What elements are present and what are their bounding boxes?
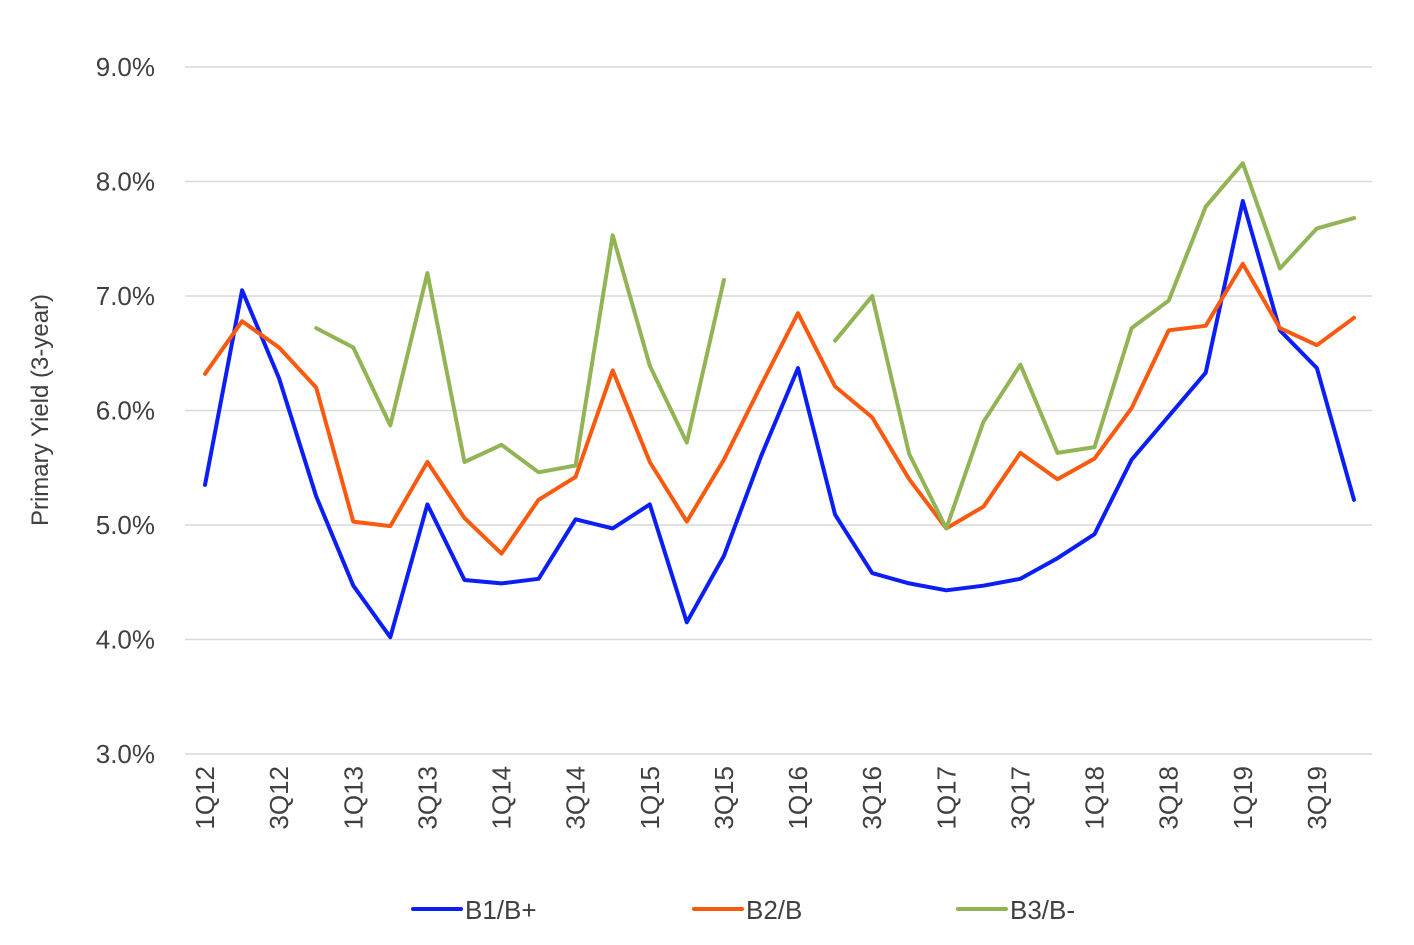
series-b3-b- bbox=[314, 161, 1356, 531]
x-tick-label: 3Q16 bbox=[857, 766, 887, 830]
legend-label: B3/B- bbox=[1010, 895, 1075, 925]
x-tick-label: 1Q12 bbox=[190, 766, 220, 830]
x-tick-label: 3Q17 bbox=[1005, 766, 1035, 830]
x-tick-label: 3Q13 bbox=[412, 766, 442, 830]
y-tick-label: 5.0% bbox=[96, 510, 155, 540]
x-tick-label: 1Q13 bbox=[338, 766, 368, 830]
x-tick-label: 1Q19 bbox=[1228, 766, 1258, 830]
x-axis-ticks: 1Q12 3Q12 1Q13 3Q13 1Q14 3Q14 1Q15 3Q15 1Q16 3Q16… bbox=[190, 766, 1332, 830]
legend-item: B2/B bbox=[692, 895, 802, 925]
series-lines bbox=[203, 161, 1356, 640]
x-tick-label: 1Q17 bbox=[931, 766, 961, 830]
x-tick-label: 1Q14 bbox=[487, 766, 517, 830]
y-tick-label: 7.0% bbox=[96, 281, 155, 311]
y-axis-ticks: 3.0% 4.0% 5.0% 6.0% 7.0% 8.0% 9.0% bbox=[96, 52, 155, 769]
x-tick-label: 1Q18 bbox=[1080, 766, 1110, 830]
y-tick-label: 9.0% bbox=[96, 52, 155, 82]
x-tick-label: 3Q15 bbox=[709, 766, 739, 830]
x-tick-label: 3Q12 bbox=[264, 766, 294, 830]
legend-item: B3/B- bbox=[956, 895, 1075, 925]
series-line bbox=[314, 161, 1356, 531]
x-tick-label: 3Q14 bbox=[561, 766, 591, 830]
y-tick-label: 6.0% bbox=[96, 396, 155, 426]
y-tick-label: 3.0% bbox=[96, 739, 155, 769]
series-b1-b- bbox=[203, 199, 1356, 640]
x-tick-label: 1Q16 bbox=[783, 766, 813, 830]
legend-label: B1/B+ bbox=[465, 895, 537, 925]
y-axis-label: Primary Yield (3-year) bbox=[27, 294, 54, 526]
x-tick-label: 3Q19 bbox=[1302, 766, 1332, 830]
series-line bbox=[203, 261, 1356, 556]
y-tick-label: 4.0% bbox=[96, 625, 155, 655]
legend: B1/B+ B2/B B3/B- bbox=[411, 895, 1075, 925]
series-line bbox=[203, 199, 1356, 640]
series-b2-b bbox=[203, 261, 1356, 556]
x-tick-label: 1Q15 bbox=[635, 766, 665, 830]
x-tick-label: 3Q18 bbox=[1154, 766, 1184, 830]
y-tick-label: 8.0% bbox=[96, 167, 155, 197]
legend-item: B1/B+ bbox=[411, 895, 537, 925]
legend-label: B2/B bbox=[746, 895, 802, 925]
